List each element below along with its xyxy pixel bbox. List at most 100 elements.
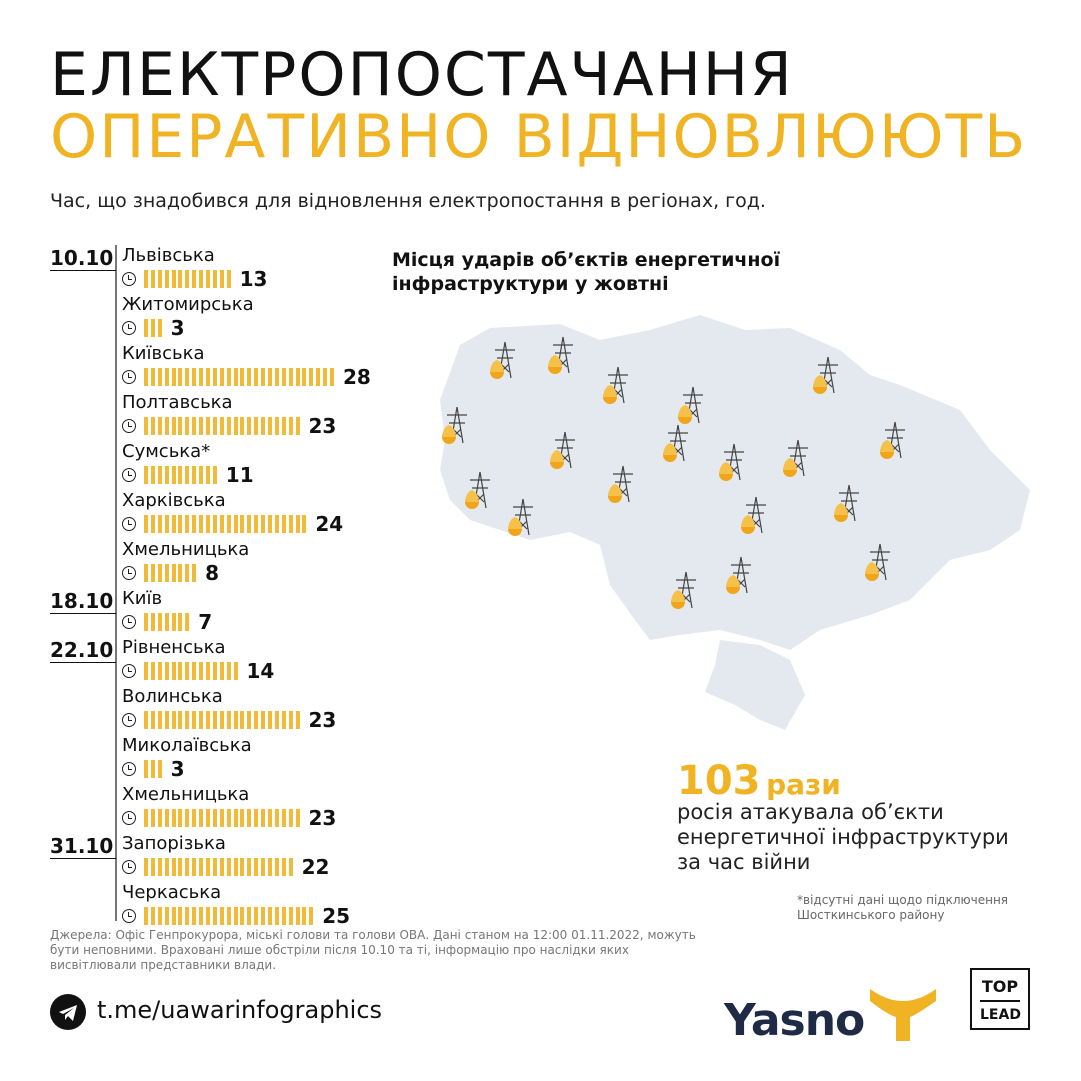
- date-label: 18.10: [50, 589, 116, 614]
- bar: 11: [122, 462, 254, 488]
- bar: 23: [122, 413, 336, 439]
- bar-tick: [288, 907, 293, 925]
- date-label: 10.10: [50, 246, 116, 271]
- bar-tick: [330, 368, 335, 386]
- bar-tick: [226, 858, 231, 876]
- bar-tick: [274, 711, 279, 729]
- bar-tick: [281, 417, 286, 435]
- bar-tick: [150, 319, 155, 337]
- bar-tick: [212, 809, 217, 827]
- bar-tick: [144, 466, 148, 484]
- bar-tick: [219, 809, 224, 827]
- bar-tick: [206, 417, 211, 435]
- bar-tick: [261, 907, 266, 925]
- footnote: *відсутні дані щодо підключення Шосткинсь…: [797, 893, 1008, 923]
- bar-tick: [295, 809, 300, 827]
- bar: 14: [122, 658, 274, 684]
- bar: 13: [122, 266, 267, 292]
- bar-row: Київська 28: [122, 344, 371, 393]
- region-label: Черкаська: [122, 882, 222, 903]
- bar-tick: [185, 613, 190, 631]
- bar-tick: [192, 907, 197, 925]
- bar-tick: [233, 368, 238, 386]
- bar-tick: [185, 270, 190, 288]
- bar-tick: [150, 417, 155, 435]
- bar-tick: [178, 417, 183, 435]
- bar-tick: [178, 809, 183, 827]
- power-tower-fire-icon: [783, 439, 808, 477]
- power-tower-fire-icon: [813, 356, 838, 394]
- footnote-line2: Шосткинського району: [797, 908, 945, 922]
- bar-tick: [226, 907, 231, 925]
- bar-tick: [192, 662, 197, 680]
- ukraine-map: [440, 315, 1030, 730]
- bar-tick: [178, 907, 183, 925]
- region-label: Рівненська: [122, 637, 226, 658]
- bar-tick: [178, 368, 183, 386]
- bar-tick: [144, 662, 148, 680]
- bar-tick: [157, 466, 162, 484]
- clock-icon: [122, 419, 136, 433]
- bar-tick: [240, 858, 245, 876]
- bar-tick: [150, 858, 155, 876]
- bar-tick: [192, 270, 197, 288]
- bar-tick: [268, 417, 273, 435]
- bar-tick: [268, 809, 273, 827]
- bar-tick: [199, 662, 204, 680]
- bar-tick: [261, 417, 266, 435]
- bar-tick: [164, 417, 169, 435]
- bar-tick: [192, 515, 197, 533]
- map-title: Місця ударів об’єктів енергетичної інфрас…: [392, 248, 780, 296]
- bar-tick: [171, 711, 176, 729]
- bar-tick: [206, 809, 211, 827]
- bar-tick: [199, 417, 204, 435]
- bar-tick: [226, 809, 231, 827]
- region-label: Полтавська: [122, 392, 233, 413]
- bar-tick: [268, 515, 273, 533]
- region-label: Житомирська: [122, 294, 254, 315]
- bar-tick: [261, 809, 266, 827]
- bar-value: 24: [315, 512, 344, 536]
- region-label: Хмельницька: [122, 539, 250, 560]
- clock-icon: [122, 762, 136, 776]
- bar: 28: [122, 364, 371, 390]
- bar-tick: [206, 270, 211, 288]
- bar-tick: [164, 270, 169, 288]
- bar-tick: [206, 368, 211, 386]
- bar-tick: [247, 515, 252, 533]
- bar-tick: [164, 809, 169, 827]
- bar-tick: [240, 368, 245, 386]
- bar-tick: [274, 417, 279, 435]
- bar-tick: [274, 368, 279, 386]
- date-label: 31.10: [50, 834, 116, 859]
- bar-tick: [274, 858, 279, 876]
- telegram-icon[interactable]: [50, 994, 86, 1030]
- bar-tick: [233, 711, 238, 729]
- bar-tick: [199, 907, 204, 925]
- bar-value: 23: [308, 708, 337, 732]
- bar-tick: [212, 270, 217, 288]
- clock-icon: [122, 321, 136, 335]
- bar-value: 11: [225, 463, 254, 487]
- bar-tick: [144, 613, 148, 631]
- bar-tick: [192, 466, 197, 484]
- bar-tick: [274, 515, 279, 533]
- bar-value: 13: [239, 267, 268, 291]
- bar-tick: [274, 809, 279, 827]
- bar-row: Черкаська 25: [122, 883, 350, 932]
- bar: 22: [122, 854, 329, 880]
- bar-tick: [233, 858, 238, 876]
- bar-row: Полтавська 23: [122, 393, 336, 442]
- bar-tick: [150, 270, 155, 288]
- bar-tick: [157, 270, 162, 288]
- clock-icon: [122, 860, 136, 874]
- bar-value: 28: [342, 365, 371, 389]
- bar: 23: [122, 707, 336, 733]
- bar-tick: [171, 858, 176, 876]
- bar-tick: [185, 662, 190, 680]
- bar-tick: [261, 858, 266, 876]
- bar-tick: [157, 613, 162, 631]
- bar-tick: [171, 417, 176, 435]
- power-tower-fire-icon: [490, 341, 515, 379]
- telegram-link[interactable]: t.me/uawarinfographics: [97, 996, 383, 1024]
